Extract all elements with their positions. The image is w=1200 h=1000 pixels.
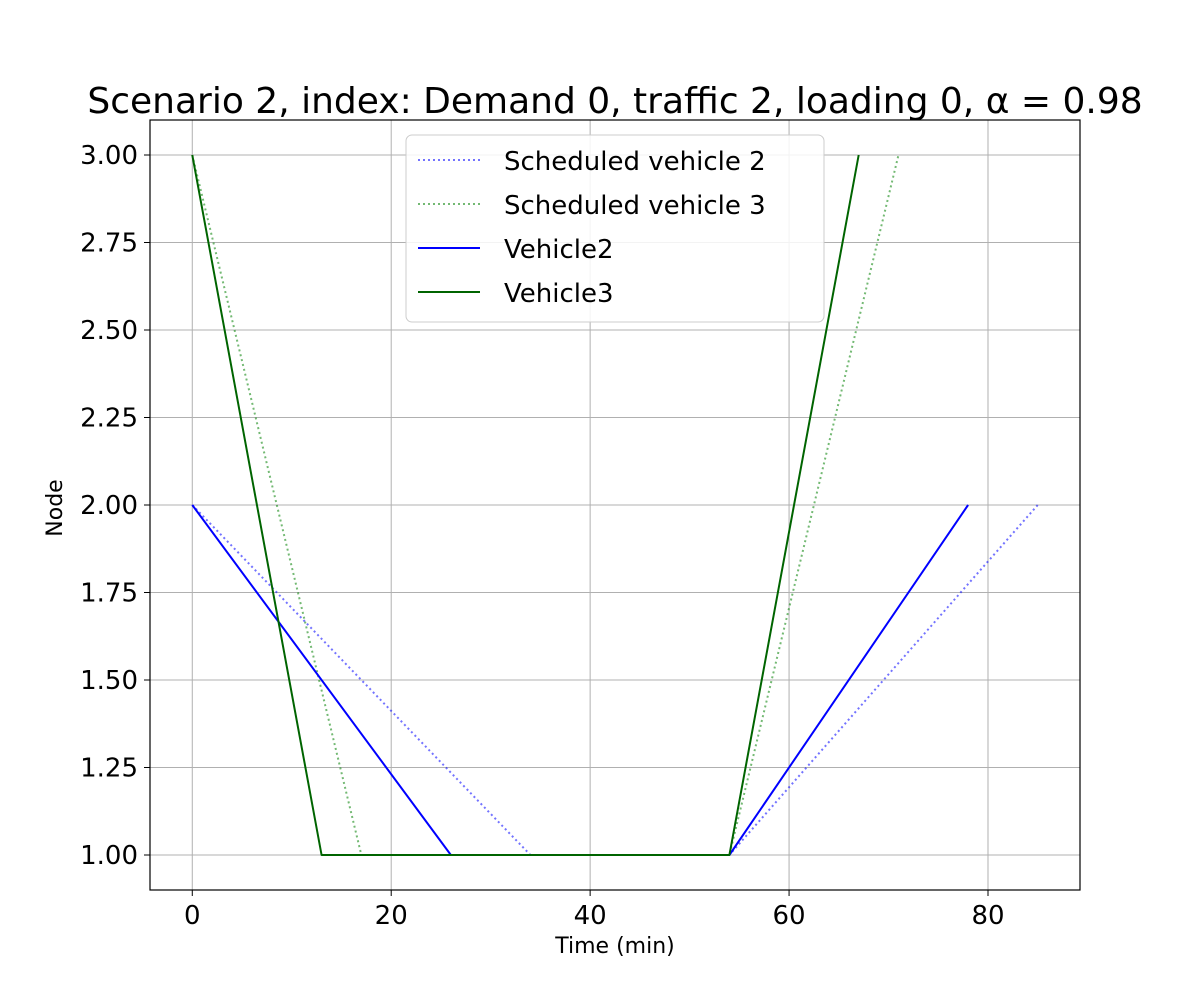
y-axis-label: Node (43, 479, 68, 536)
series-line-4 (191, 154, 860, 856)
x-axis-label: Time (min) (554, 934, 675, 959)
y-tick-label: 1.00 (80, 841, 138, 871)
x-tick-label: 0 (184, 901, 201, 931)
x-tick-label: 40 (574, 901, 607, 931)
chart-title: Scenario 2, index: Demand 0, traffic 2, … (87, 81, 1142, 122)
y-tick-label: 2.75 (80, 229, 138, 259)
x-tick-label: 60 (773, 901, 806, 931)
legend-entry: Vehicle2 (504, 235, 614, 265)
y-tick-label: 2.25 (80, 404, 138, 434)
legend: Scheduled vehicle 2 Scheduled vehicle 3 Ve… (405, 134, 825, 323)
x-tick-label: 80 (971, 901, 1004, 931)
series-line-2 (191, 154, 900, 856)
x-tick-label: 20 (375, 901, 408, 931)
y-tick-label: 1.25 (80, 754, 138, 784)
y-tick-label: 2.00 (80, 491, 138, 521)
y-tick-label: 2.50 (80, 316, 138, 346)
y-tick-label: 1.75 (80, 579, 138, 609)
legend-entry: Scheduled vehicle 2 (504, 147, 766, 177)
series-layer (191, 154, 1039, 856)
legend-box (405, 134, 825, 323)
y-tick-label: 3.00 (80, 141, 138, 171)
axis-ticks: 0 20 40 60 80 1.00 1.25 1.50 1.75 2.00 2.25 2.50 2.7… (80, 141, 1004, 931)
y-tick-label: 1.50 (80, 666, 138, 696)
legend-entry: Vehicle3 (504, 279, 614, 309)
legend-entry: Scheduled vehicle 3 (504, 191, 766, 221)
